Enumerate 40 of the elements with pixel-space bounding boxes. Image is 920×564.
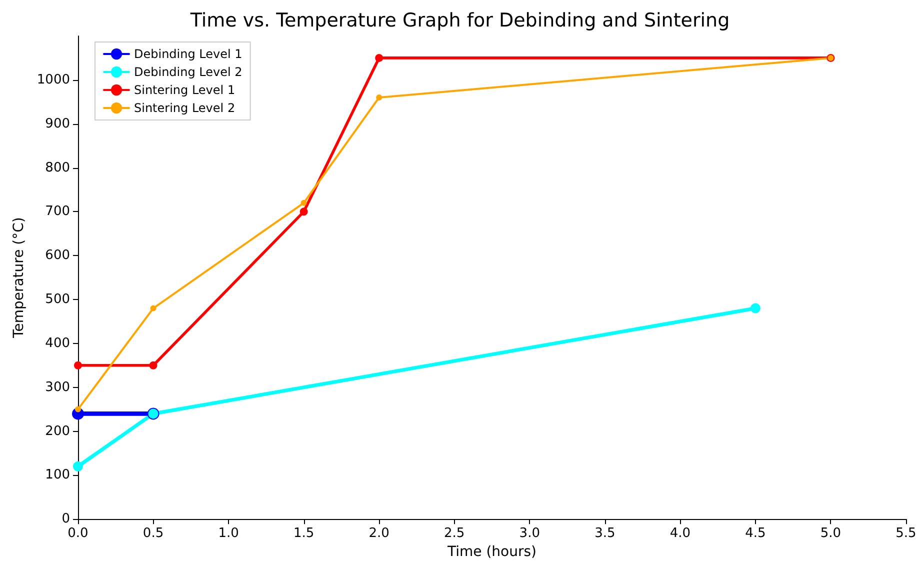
y-tick-label: 700 [45,204,70,220]
chart-title: Time vs. Temperature Graph for Debinding and Sintering [189,10,730,32]
y-tick-label: 200 [45,424,70,439]
x-tick-label: 2.5 [444,526,465,542]
legend-label: Sintering Level 2 [134,101,236,115]
point [149,361,158,370]
y-tick-label: 1000 [36,72,70,88]
point [75,406,81,412]
legend-label: Debinding Level 1 [134,47,242,61]
point [300,208,308,216]
x-tick-label: 4.0 [670,526,691,542]
y-axis-title: Temperature (°C) [11,217,28,339]
point [150,305,156,312]
y-tick-label: 300 [45,380,70,395]
y-tick-label: 0 [62,512,70,527]
legend-label: Debinding Level 2 [134,65,242,79]
y-tick-label: 100 [45,468,70,483]
x-tick-label: 0.0 [68,526,88,542]
y-tick-label: 600 [45,248,70,264]
x-tick-label: 1.0 [218,526,239,542]
x-tick-label: 2.0 [368,526,390,542]
x-tick-label: 3.5 [594,526,616,542]
x-tick-label: 5.5 [896,526,916,542]
y-tick-label: 900 [45,116,70,132]
y-tick-label: 400 [45,336,70,351]
x-tick-label: 4.5 [745,526,766,542]
point [375,54,384,62]
point [74,361,82,370]
x-tick-label: 0.5 [142,526,164,542]
point [750,303,760,314]
point [300,200,307,206]
x-axis-title: Time (hours) [446,544,536,560]
y-tick-label: 500 [45,292,70,308]
y-tick-label: 800 [45,160,70,176]
x-tick-label: 5.0 [820,526,842,542]
x-tick-label: 1.5 [293,526,314,542]
point [73,461,83,472]
point [376,94,382,100]
x-tick-label: 3.0 [519,526,540,542]
legend-label: Sintering Level 1 [134,83,236,97]
